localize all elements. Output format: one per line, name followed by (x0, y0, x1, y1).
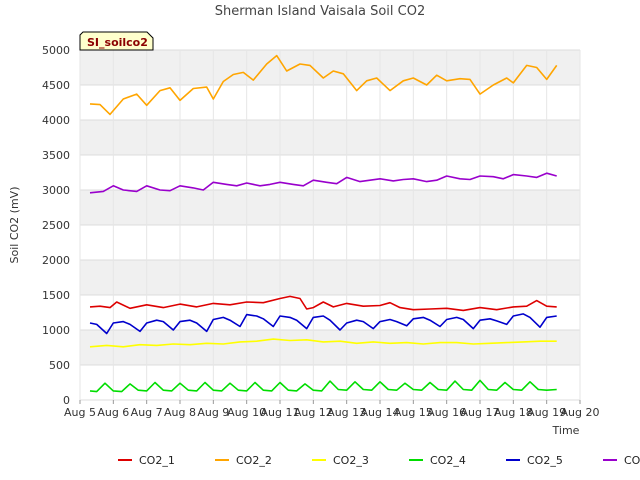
legend-label-co2-1: CO2_1 (139, 454, 175, 467)
y-axis-title: Soil CO2 (mV) (8, 187, 21, 264)
x-tick-label: Aug 13 (327, 406, 366, 419)
x-axis-title: Time (552, 424, 580, 437)
y-tick-label: 4500 (42, 79, 70, 92)
series-line-co2-5 (89, 313, 557, 335)
series-line-co2-1 (89, 295, 557, 312)
series-lines (89, 54, 558, 393)
x-tick-label: Aug 18 (494, 406, 533, 419)
y-tick-label: 5000 (42, 44, 70, 57)
dataset-badge-label: SI_soilco2 (87, 36, 148, 49)
x-tick-label: Aug 16 (427, 406, 466, 419)
series-line-co2-3 (89, 338, 557, 348)
y-tick-label: 2000 (42, 254, 70, 267)
plot-band (80, 225, 580, 260)
x-tick-label: Aug 11 (261, 406, 300, 419)
legend-label-co2-2: CO2_2 (236, 454, 272, 467)
plot-band (80, 120, 580, 155)
x-tick-label: Aug 8 (164, 406, 196, 419)
series-line-co2-4 (89, 379, 557, 393)
x-tick-label: Aug 15 (394, 406, 433, 419)
plot-band (80, 50, 580, 85)
plot-band (80, 365, 580, 400)
x-tick-label: Aug 12 (294, 406, 333, 419)
x-tick-label: Aug 17 (461, 406, 500, 419)
x-tick-label: Aug 6 (97, 406, 129, 419)
plot-band (80, 330, 580, 365)
plot-background-bands (80, 50, 580, 400)
y-tick-label: 1500 (42, 289, 70, 302)
x-tick-label: Aug 19 (527, 406, 566, 419)
legend-label-co2-5: CO2_5 (527, 454, 563, 467)
x-tick-label: Aug 5 (64, 406, 96, 419)
dataset-badge-box (79, 31, 154, 51)
y-tick-label: 2500 (42, 219, 70, 232)
x-tick-label: Aug 14 (361, 406, 400, 419)
legend-label-co2-6: CO2_6 (624, 454, 640, 467)
plot-band (80, 155, 580, 190)
y-tick-label: 500 (49, 359, 70, 372)
x-tick-label: Aug 10 (227, 406, 266, 419)
chart-title: Sherman Island Vaisala Soil CO2 (215, 4, 425, 19)
y-tick-label: 1000 (42, 324, 70, 337)
plot-band (80, 295, 580, 330)
x-tick-label: Aug 7 (131, 406, 163, 419)
x-tick-label: Aug 9 (197, 406, 229, 419)
y-axis-ticks: 0 500 1000 1500 2000 2500 3000 3500 4000 4500 5000 (42, 44, 70, 407)
legend: CO2_1 CO2_2 CO2_3 CO2_4 CO2_5 CO2_6 (118, 454, 640, 467)
series-line-co2-6 (89, 172, 557, 194)
y-tick-label: 3000 (42, 184, 70, 197)
legend-label-co2-4: CO2_4 (430, 454, 466, 467)
plot-band (80, 190, 580, 225)
plot-band (80, 85, 580, 120)
plot-band (80, 260, 580, 295)
y-tick-label: 0 (63, 394, 70, 407)
y-tick-label: 3500 (42, 149, 70, 162)
x-tick-label: Aug 20 (561, 406, 600, 419)
series-line-co2-2 (89, 54, 558, 116)
legend-label-co2-3: CO2_3 (333, 454, 369, 467)
dataset-badge: SI_soilco2 (79, 31, 154, 51)
y-tick-label: 4000 (42, 114, 70, 127)
